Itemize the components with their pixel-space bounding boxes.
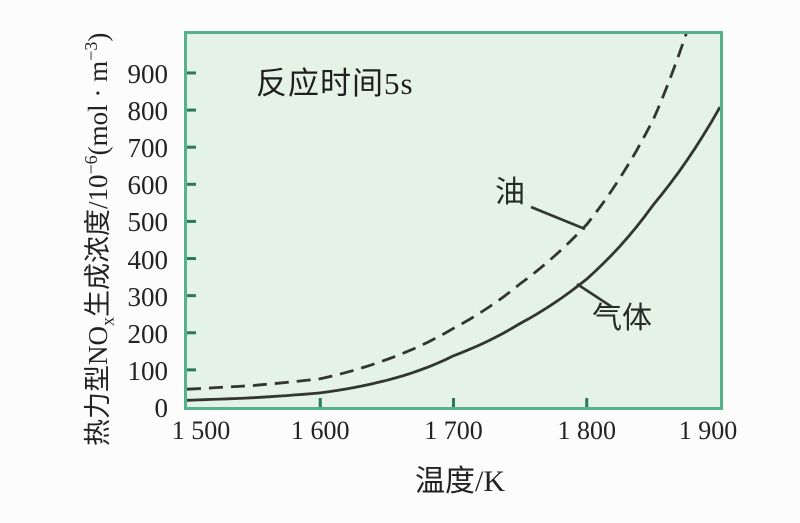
x-tick-label-1800: 1 800 [557, 416, 617, 445]
x-tick-label-1600: 1 600 [291, 416, 350, 445]
series-label-gas: 气体 [592, 302, 652, 335]
y-tick-label-900: 900 [127, 58, 169, 89]
x-tick-label-1500: 1 500 [171, 416, 231, 445]
plot-area: 反应时间5s 油 气体 [184, 31, 723, 410]
y-tick-label-800: 800 [127, 96, 169, 127]
x-axis-label: 温度/K [415, 465, 505, 498]
series-label-oil: 油 [495, 176, 525, 209]
y-tick-label-400: 400 [127, 244, 169, 275]
oil-curve [187, 34, 688, 391]
y-tick-label-200: 200 [127, 318, 169, 349]
y-tick-label-0: 0 [154, 393, 169, 423]
x-tick-label-1700: 1 700 [424, 416, 483, 445]
x-tick-label-1900: 1 900 [678, 416, 738, 445]
gas-curve [187, 106, 720, 402]
gas-leader-line [576, 282, 613, 309]
y-axis-label-unit: ) [83, 32, 113, 42]
y-tick-label-700: 700 [127, 133, 169, 164]
annotation-reaction-time: 反应时间5s [256, 66, 414, 101]
oil-leader-line [530, 205, 586, 231]
y-tick-label-600: 600 [127, 170, 169, 201]
y-axis-label-superscript: −3 [81, 41, 101, 61]
y-tick-label-300: 300 [127, 281, 169, 312]
y-tick-label-100: 100 [127, 355, 169, 386]
y-tick-label-500: 500 [127, 207, 169, 238]
